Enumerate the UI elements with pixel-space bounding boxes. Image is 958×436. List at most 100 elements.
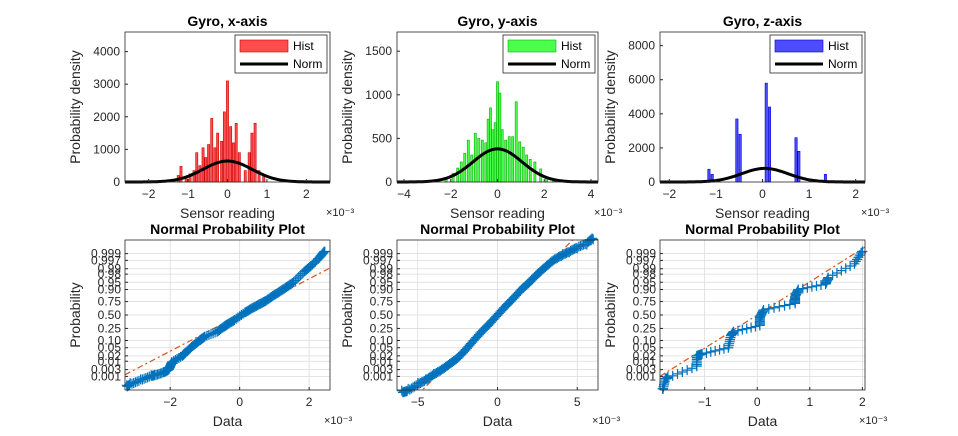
y-tick-label: 0.75 bbox=[98, 295, 122, 309]
x-tick-label: −2 bbox=[662, 187, 676, 201]
x-axis-label: Data bbox=[483, 413, 513, 429]
norm-curve bbox=[397, 147, 598, 184]
y-tick-label: 1000 bbox=[93, 142, 120, 156]
data-marker bbox=[500, 301, 511, 312]
y-tick-label: 0.999 bbox=[626, 247, 656, 261]
y-tick-label: 0.02 bbox=[370, 349, 394, 363]
x-tick-label: 2 bbox=[852, 187, 859, 201]
data-marker bbox=[527, 274, 538, 285]
hist-bar bbox=[195, 152, 199, 183]
y-tick-label: 0.99 bbox=[370, 262, 394, 276]
data-marker bbox=[856, 247, 867, 258]
x-tick-label: −2 bbox=[163, 395, 177, 409]
data-marker bbox=[503, 298, 514, 309]
x-axis-label: Sensor reading bbox=[450, 205, 545, 221]
y-tick-label: 0.999 bbox=[363, 247, 393, 261]
x-tick-label: −1 bbox=[181, 187, 195, 201]
y-tick-label: 0.997 bbox=[626, 253, 656, 267]
x-tick-label: 0 bbox=[494, 187, 501, 201]
data-marker bbox=[199, 331, 210, 342]
probability-plot-y: −5 0 50.0010.0030.010.020.050.100.250.500.… bbox=[339, 221, 620, 429]
legend-label-norm: Norm bbox=[293, 57, 322, 71]
y-tick-label: 0.10 bbox=[370, 334, 394, 348]
y-tick-label: 4000 bbox=[628, 107, 655, 121]
data-marker bbox=[203, 329, 214, 340]
data-marker bbox=[317, 249, 328, 260]
x-tick-label: 2 bbox=[859, 395, 866, 409]
x-tick-label: 0 bbox=[236, 395, 243, 409]
data-marker bbox=[481, 321, 492, 332]
y-axis-label: Probability density bbox=[67, 50, 83, 164]
data-marker bbox=[525, 275, 536, 286]
hist-bar bbox=[511, 136, 515, 183]
legend: Hist Norm bbox=[769, 34, 863, 74]
y-tick-label: 0.98 bbox=[633, 267, 657, 281]
data-marker bbox=[840, 263, 851, 274]
y-tick-label: 0.50 bbox=[633, 308, 657, 322]
data-marker bbox=[528, 273, 539, 284]
x-exponent: ×10⁻³ bbox=[592, 415, 620, 427]
legend-swatch-hist bbox=[239, 39, 289, 53]
data-marker bbox=[797, 283, 808, 294]
data-marker bbox=[208, 328, 219, 339]
x-exponent: ×10⁻³ bbox=[326, 207, 354, 219]
y-tick-label: 0.90 bbox=[370, 282, 394, 296]
y-tick-label: 0.75 bbox=[370, 295, 394, 309]
x-tick-label: 4 bbox=[588, 187, 595, 201]
y-tick-label: 2000 bbox=[628, 141, 655, 155]
data-marker bbox=[201, 330, 212, 341]
data-marker bbox=[566, 245, 577, 256]
hist-bar bbox=[201, 147, 205, 183]
y-axis-label: Probability bbox=[602, 282, 618, 347]
legend-label-norm: Norm bbox=[561, 57, 590, 71]
data-marker bbox=[746, 322, 757, 333]
x-axis-label: Data bbox=[213, 413, 243, 429]
hist-bar bbox=[243, 170, 247, 183]
hist-bar bbox=[498, 92, 502, 183]
hist-bar bbox=[466, 139, 470, 183]
y-axis-label: Probability density bbox=[602, 50, 618, 164]
y-tick-label: 0.25 bbox=[633, 321, 657, 335]
legend-swatch-hist bbox=[507, 39, 557, 53]
y-tick-label: 0.50 bbox=[370, 308, 394, 322]
y-tick-label: 0.003 bbox=[363, 363, 393, 377]
legend: Hist Norm bbox=[502, 34, 596, 74]
legend-label-norm: Norm bbox=[828, 57, 857, 71]
y-tick-label: 0.997 bbox=[363, 253, 393, 267]
hist-bar bbox=[210, 118, 214, 183]
data-marker bbox=[548, 255, 559, 266]
y-tick-label: 0.90 bbox=[633, 282, 657, 296]
histogram-gyro-z: −2 −1 0 1 2 0 2000 4000 6000 8000 ×10⁻³ Gyro, z-axi… bbox=[602, 13, 889, 221]
plot-title: Normal Probability Plot bbox=[150, 221, 305, 237]
data-marker bbox=[816, 279, 827, 290]
data-marker bbox=[436, 364, 447, 375]
y-axis-label: Probability bbox=[339, 282, 355, 347]
data-marker bbox=[415, 377, 426, 388]
data-marker bbox=[845, 260, 856, 271]
hist-bar bbox=[229, 126, 233, 183]
x-tick-label: 0 bbox=[224, 187, 231, 201]
data-marker bbox=[682, 365, 693, 376]
plot-title: Normal Probability Plot bbox=[420, 221, 575, 237]
y-tick-label: 0.001 bbox=[91, 369, 121, 383]
data-marker bbox=[831, 267, 842, 278]
data-marker bbox=[547, 256, 558, 267]
hist-bar bbox=[480, 139, 484, 183]
x-tick-label: −5 bbox=[411, 395, 425, 409]
probability-plot-z: −1 0 1 20.0010.0030.010.020.050.100.250.500… bbox=[602, 221, 887, 429]
y-tick-label: 0.95 bbox=[98, 275, 122, 289]
data-marker bbox=[552, 252, 563, 263]
hist-bar bbox=[250, 132, 254, 183]
x-tick-label: −2 bbox=[142, 187, 156, 201]
y-tick-label: 0.99 bbox=[98, 262, 122, 276]
hist-bar bbox=[491, 129, 495, 183]
x-exponent: ×10⁻³ bbox=[861, 207, 889, 219]
y-tick-label: 6000 bbox=[628, 73, 655, 87]
data-marker bbox=[774, 301, 785, 312]
y-tick-label: 3000 bbox=[93, 77, 120, 91]
plot-title: Gyro, z-axis bbox=[723, 13, 803, 29]
data-marker bbox=[558, 249, 569, 260]
data-marker bbox=[667, 370, 678, 381]
hist-bar bbox=[216, 132, 220, 183]
